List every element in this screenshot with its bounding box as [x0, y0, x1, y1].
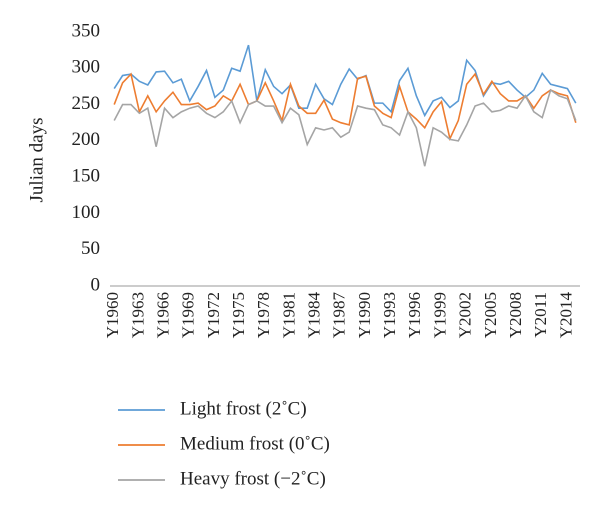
- y-tick-label: 100: [72, 202, 101, 223]
- legend-label: Heavy frost (−2˚C): [180, 468, 326, 489]
- legend-label: Medium frost (0˚C): [180, 433, 330, 454]
- y-tick-label: 50: [81, 238, 100, 259]
- y-tick-label: 200: [72, 129, 101, 150]
- x-tick-label: Y1963: [128, 292, 147, 338]
- x-tick-label: Y1981: [279, 292, 298, 338]
- x-tick-label: Y2008: [506, 292, 525, 338]
- y-tick-label: 350: [72, 20, 101, 41]
- y-tick-label: 150: [72, 166, 101, 187]
- y-tick-label: 0: [91, 274, 101, 295]
- legend-label: Light frost (2˚C): [180, 398, 307, 419]
- x-tick-label: Y1990: [355, 292, 374, 338]
- x-tick-label: Y1978: [254, 292, 273, 338]
- x-tick-label: Y1993: [380, 292, 399, 338]
- x-tick-label: Y1969: [179, 292, 198, 338]
- x-tick-label: Y1966: [153, 292, 172, 338]
- x-tick-label: Y2005: [481, 292, 500, 338]
- x-tick-label: Y1975: [229, 292, 248, 338]
- series-line: [113, 44, 577, 118]
- x-tick-label: Y1999: [430, 292, 449, 338]
- x-tick-label: Y2014: [556, 292, 575, 339]
- x-tick-label: Y1960: [103, 292, 122, 338]
- y-tick-label: 300: [72, 57, 101, 78]
- y-axis-title: Julian days: [26, 118, 47, 203]
- x-tick-label: Y1987: [330, 292, 349, 339]
- x-tick-label: Y1996: [405, 292, 424, 338]
- series-line: [113, 88, 577, 167]
- x-tick-label: Y1984: [305, 292, 324, 339]
- x-tick-label: Y2011: [531, 292, 550, 338]
- series-line: [113, 72, 577, 142]
- y-tick-label: 250: [72, 93, 101, 114]
- x-tick-label: Y1972: [204, 292, 223, 338]
- x-tick-label: Y2002: [456, 292, 475, 338]
